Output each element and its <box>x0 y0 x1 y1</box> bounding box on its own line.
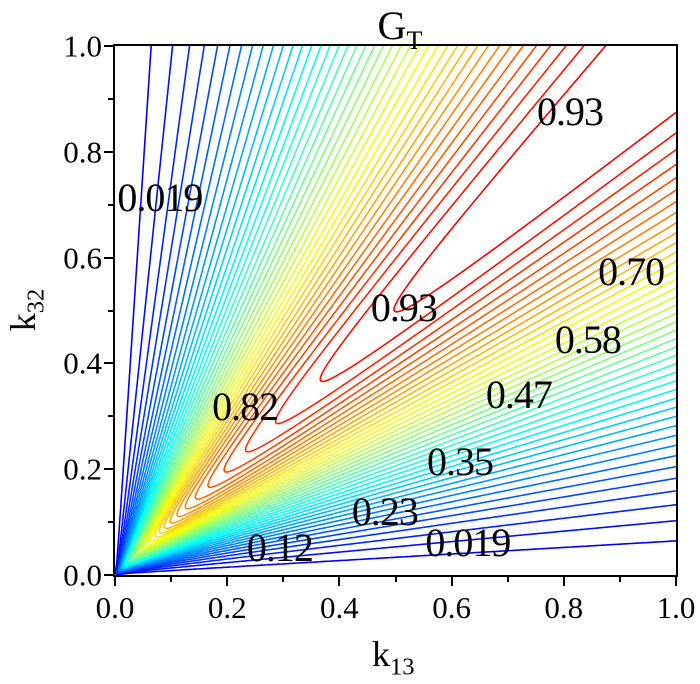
x-axis-title-main: k <box>372 634 390 674</box>
contour-level-label: 0.82 <box>212 383 279 429</box>
axis-tick <box>170 577 173 582</box>
plot-title-main: G <box>377 3 407 48</box>
contour-level-label: 0.019 <box>117 174 203 220</box>
axis-tick <box>114 577 116 586</box>
contour-level-label: 0.58 <box>554 317 622 363</box>
plot-frame <box>113 44 678 577</box>
x-tick-label: 0.4 <box>320 590 359 625</box>
y-axis-title-main: k <box>2 313 43 332</box>
x-tick-label: 0.8 <box>544 590 584 625</box>
axis-tick <box>108 415 113 418</box>
axis-tick <box>562 577 565 586</box>
axis-tick <box>282 577 285 582</box>
x-tick-label: 0.0 <box>95 590 135 625</box>
axis-tick <box>675 577 677 586</box>
axis-tick <box>108 521 113 524</box>
axis-tick <box>226 577 229 586</box>
contour-level-label: 0.35 <box>427 438 494 484</box>
contour-level-label: 0.93 <box>536 89 604 135</box>
x-tick-label: 0.6 <box>432 590 471 625</box>
axis-tick <box>104 45 113 47</box>
axis-tick <box>104 574 113 576</box>
y-tick-label: 0.0 <box>63 557 102 593</box>
contour-level-label: 0.23 <box>351 489 419 535</box>
contour-level-label: 0.12 <box>246 525 314 571</box>
y-tick-label: 0.6 <box>63 240 102 276</box>
contour-plot-canvas <box>115 46 676 575</box>
contour-level-label: 0.47 <box>485 372 553 418</box>
axis-tick <box>618 577 621 582</box>
y-tick-label: 1.0 <box>63 28 102 64</box>
axis-tick <box>104 468 113 471</box>
contour-level-label: 0.019 <box>425 520 511 566</box>
x-axis-title-subscript: 13 <box>390 653 415 681</box>
axis-tick <box>104 256 113 259</box>
axis-tick <box>104 150 113 153</box>
axis-tick <box>104 362 113 365</box>
y-tick-label: 0.2 <box>63 451 102 487</box>
axis-tick <box>108 203 113 206</box>
y-tick-label: 0.4 <box>63 345 102 381</box>
axis-tick <box>108 97 113 100</box>
y-axis-title: k32 <box>2 255 50 365</box>
x-tick-label: 0.2 <box>207 590 247 625</box>
contour-level-label: 0.70 <box>598 248 665 294</box>
y-axis-title-subscript: 32 <box>22 288 50 314</box>
x-axis-title: k13 <box>372 636 414 680</box>
axis-tick <box>394 577 397 582</box>
axis-tick <box>506 577 509 582</box>
contour-level-label: 0.93 <box>370 284 438 330</box>
axis-tick <box>450 577 453 586</box>
y-tick-label: 0.8 <box>63 134 102 170</box>
axis-tick <box>108 309 113 312</box>
x-tick-label: 1.0 <box>656 590 696 625</box>
axis-tick <box>338 577 341 586</box>
